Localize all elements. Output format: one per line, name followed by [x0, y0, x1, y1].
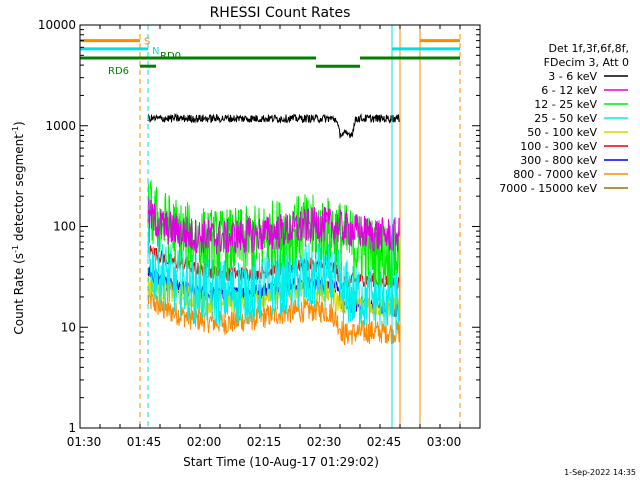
series-800-7000-kev: [147, 288, 401, 345]
flag-label-rd0: RD0: [160, 51, 181, 62]
legend-label-6-12-kev: 6 - 12 keV: [541, 84, 597, 97]
legend-label-50-100-kev: 50 - 100 keV: [527, 126, 597, 139]
legend-label-800-7000-kev: 800 - 7000 keV: [513, 168, 597, 181]
flag-bar-layer: SN RD0 RD6: [80, 37, 460, 77]
flag-label-n: N: [152, 46, 159, 57]
legend-label-12-25-kev: 12 - 25 keV: [534, 98, 597, 111]
legend-label-300-800-kev: 300 - 800 keV: [520, 154, 597, 167]
y-tick-label: 10000: [38, 18, 76, 32]
legend-header-line-1: Det 1f,3f,6f,8f,: [548, 42, 629, 55]
legend-label-100-300-kev: 100 - 300 keV: [520, 140, 597, 153]
x-tick-label: 02:30: [307, 435, 342, 449]
series-12-25-kev: [147, 179, 401, 289]
series-50-100-kev: [147, 276, 401, 318]
axis-tick-layer: 01:30 01:45 02:00 02:15 02:30 02:45 03:00 1 10 10…: [38, 18, 481, 449]
y-axis-label: Count Rate (s-1 detector segment-1): [11, 121, 26, 334]
chart-title: RHESSI Count Rates: [210, 5, 351, 21]
x-tick-label: 01:30: [67, 435, 102, 449]
vertical-marker-layer: [79, 25, 461, 428]
legend-label-3-6-kev: 3 - 6 keV: [548, 70, 597, 83]
y-tick-label: 1000: [45, 119, 76, 133]
series-25-50-kev: [147, 227, 401, 334]
series-layer: [147, 112, 401, 345]
y-axis-label-start: Count Rate (s: [12, 253, 26, 335]
timestamp: 1-Sep-2022 14:35: [564, 468, 636, 477]
x-tick-label: 01:45: [127, 435, 162, 449]
flag-label-s: S: [144, 37, 150, 48]
x-tick-label: 02:00: [187, 435, 222, 449]
x-axis-label: Start Time (10-Aug-17 01:29:02): [183, 455, 379, 469]
flag-label-rd6: RD6: [108, 66, 129, 77]
y-axis-label-exponent-2: -1: [11, 126, 20, 134]
x-tick-label: 02:45: [367, 435, 402, 449]
y-tick-label: 1: [68, 421, 76, 435]
legend: Det 1f,3f,6f,8f, FDecim 3, Att 0 3 - 6 k…: [499, 42, 629, 195]
x-tick-label: 02:15: [247, 435, 282, 449]
legend-header-line-2: FDecim 3, Att 0: [544, 56, 629, 69]
y-axis-label-exponent-1: -1: [11, 245, 20, 253]
x-tick-label: 03:00: [427, 435, 462, 449]
legend-label-25-50-kev: 25 - 50 keV: [534, 112, 597, 125]
series-3-6-kev: [147, 112, 401, 150]
y-tick-label: 10: [61, 320, 76, 334]
y-axis-label-middle: detector segment: [12, 134, 26, 245]
series-6-12-kev: [147, 197, 401, 255]
legend-label-7000-15000-kev: 7000 - 15000 keV: [499, 182, 597, 195]
y-axis-label-end: ): [12, 121, 26, 126]
y-tick-label: 100: [53, 220, 76, 234]
